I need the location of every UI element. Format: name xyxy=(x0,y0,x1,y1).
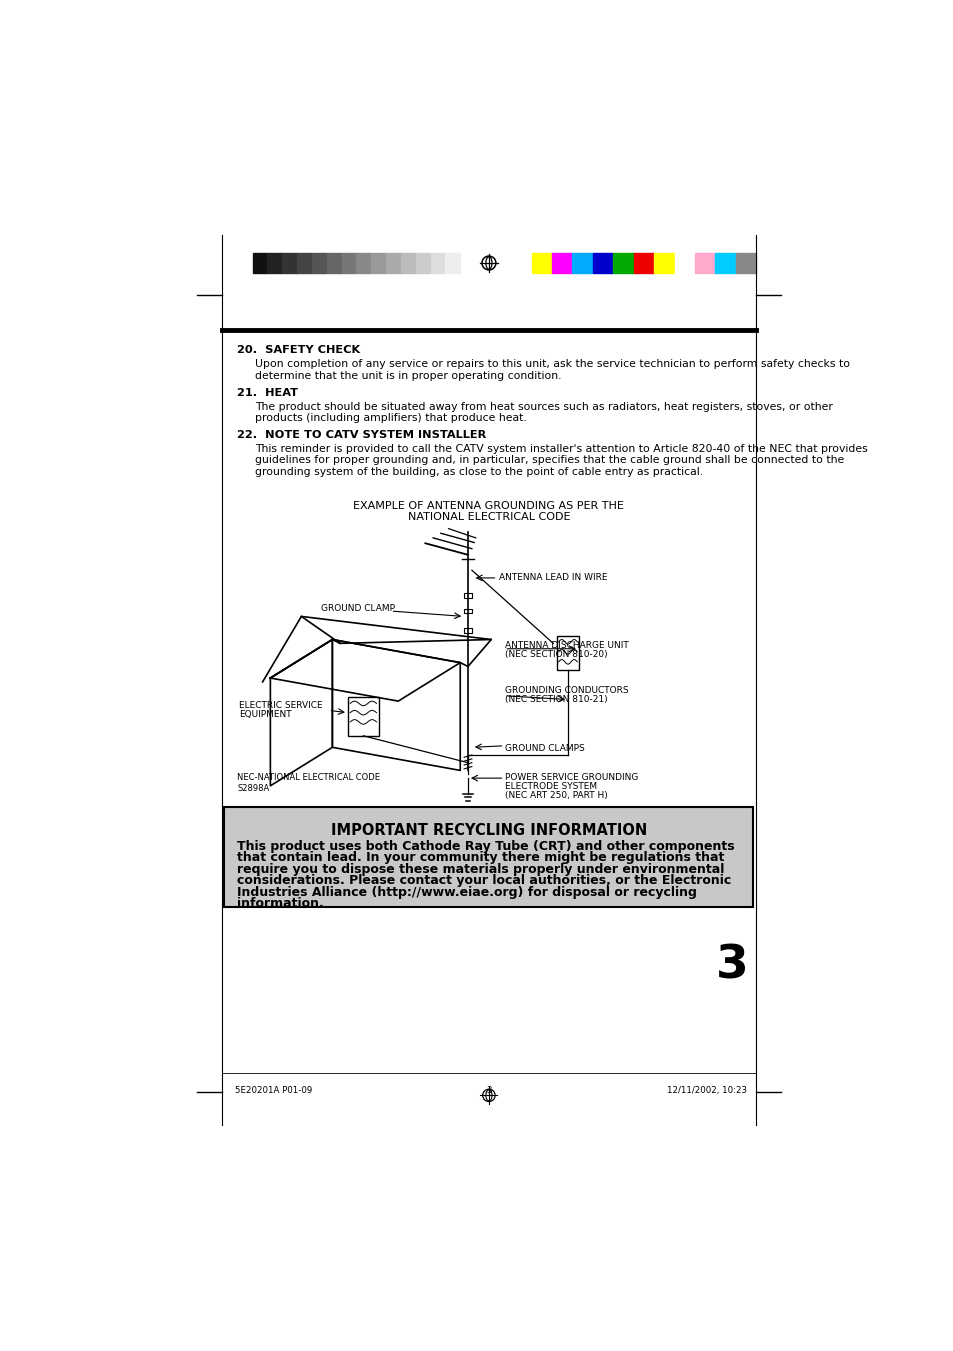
Text: 22.  NOTE TO CATV SYSTEM INSTALLER: 22. NOTE TO CATV SYSTEM INSTALLER xyxy=(236,430,486,440)
Text: NATIONAL ELECTRICAL CODE: NATIONAL ELECTRICAL CODE xyxy=(407,512,570,523)
Bar xyxy=(326,253,341,273)
Text: (NEC SECTION 810-20): (NEC SECTION 810-20) xyxy=(505,650,607,659)
Text: EXAMPLE OF ANTENNA GROUNDING AS PER THE: EXAMPLE OF ANTENNA GROUNDING AS PER THE xyxy=(354,501,623,511)
Bar xyxy=(253,253,267,273)
Text: S2898A: S2898A xyxy=(236,785,269,793)
Text: GROUNDING CONDUCTORS: GROUNDING CONDUCTORS xyxy=(505,686,628,694)
Bar xyxy=(464,628,472,632)
Text: 3: 3 xyxy=(486,1086,491,1096)
Bar xyxy=(531,253,552,273)
Text: information.: information. xyxy=(236,897,323,911)
Bar xyxy=(633,253,654,273)
Bar xyxy=(312,253,326,273)
Text: 20.  SAFETY CHECK: 20. SAFETY CHECK xyxy=(236,346,360,355)
Text: 5E20201A P01-09: 5E20201A P01-09 xyxy=(235,1086,313,1096)
Bar xyxy=(416,253,430,273)
Text: products (including amplifiers) that produce heat.: products (including amplifiers) that pro… xyxy=(254,413,526,423)
Text: Upon completion of any service or repairs to this unit, ask the service technici: Upon completion of any service or repair… xyxy=(254,359,849,369)
Bar xyxy=(341,253,356,273)
Text: This reminder is provided to call the CATV system installer's attention to Artic: This reminder is provided to call the CA… xyxy=(254,444,866,454)
Text: that contain lead. In your community there might be regulations that: that contain lead. In your community the… xyxy=(236,851,723,865)
Bar xyxy=(552,253,572,273)
Text: 3: 3 xyxy=(715,943,748,989)
Bar xyxy=(371,253,386,273)
Bar xyxy=(430,253,445,273)
Text: (NEC ART 250, PART H): (NEC ART 250, PART H) xyxy=(505,792,607,800)
Text: ELECTRIC SERVICE: ELECTRIC SERVICE xyxy=(239,701,323,711)
Text: 12/11/2002, 10:23: 12/11/2002, 10:23 xyxy=(666,1086,746,1096)
Text: ELECTRODE SYSTEM: ELECTRODE SYSTEM xyxy=(505,782,597,790)
Text: ANTENNA DISCHARGE UNIT: ANTENNA DISCHARGE UNIT xyxy=(505,642,628,650)
Bar xyxy=(400,253,416,273)
Bar xyxy=(572,253,592,273)
Text: determine that the unit is in proper operating condition.: determine that the unit is in proper ope… xyxy=(254,370,560,381)
Text: IMPORTANT RECYCLING INFORMATION: IMPORTANT RECYCLING INFORMATION xyxy=(331,823,646,838)
Text: ANTENNA LEAD IN WIRE: ANTENNA LEAD IN WIRE xyxy=(498,573,607,582)
Bar xyxy=(654,253,674,273)
Text: 21.  HEAT: 21. HEAT xyxy=(236,388,297,397)
Bar xyxy=(557,636,578,670)
Bar xyxy=(386,253,400,273)
Bar xyxy=(348,697,378,736)
Text: require you to dispose these materials properly under environmental: require you to dispose these materials p… xyxy=(236,863,723,875)
Bar xyxy=(592,253,613,273)
Text: This product uses both Cathode Ray Tube (CRT) and other components: This product uses both Cathode Ray Tube … xyxy=(236,840,734,852)
Bar xyxy=(613,253,633,273)
Bar xyxy=(282,253,296,273)
Bar xyxy=(445,253,459,273)
Text: guidelines for proper grounding and, in particular, specifies that the cable gro: guidelines for proper grounding and, in … xyxy=(254,455,843,466)
Bar xyxy=(356,253,371,273)
Text: POWER SERVICE GROUNDING: POWER SERVICE GROUNDING xyxy=(505,773,638,782)
Bar xyxy=(674,253,695,273)
Text: EQUIPMENT: EQUIPMENT xyxy=(239,711,292,719)
Text: Industries Alliance (http://www.eiae.org) for disposal or recycling: Industries Alliance (http://www.eiae.org… xyxy=(236,886,697,898)
Text: considerations. Please contact your local authorities, or the Electronic: considerations. Please contact your loca… xyxy=(236,874,731,888)
Bar xyxy=(464,609,472,613)
Text: grounding system of the building, as close to the point of cable entry as practi: grounding system of the building, as clo… xyxy=(254,467,702,477)
Bar xyxy=(735,253,756,273)
Text: GROUND CLAMPS: GROUND CLAMPS xyxy=(505,744,584,754)
Text: (NEC SECTION 810-21): (NEC SECTION 810-21) xyxy=(505,694,607,704)
Bar xyxy=(464,593,472,598)
Bar xyxy=(695,253,715,273)
Bar xyxy=(715,253,735,273)
Text: NEC-NATIONAL ELECTRICAL CODE: NEC-NATIONAL ELECTRICAL CODE xyxy=(236,773,379,782)
Text: GROUND CLAMP: GROUND CLAMP xyxy=(320,604,395,613)
Text: The product should be situated away from heat sources such as radiators, heat re: The product should be situated away from… xyxy=(254,401,832,412)
Bar xyxy=(296,253,312,273)
Bar xyxy=(267,253,282,273)
Bar xyxy=(224,808,753,908)
